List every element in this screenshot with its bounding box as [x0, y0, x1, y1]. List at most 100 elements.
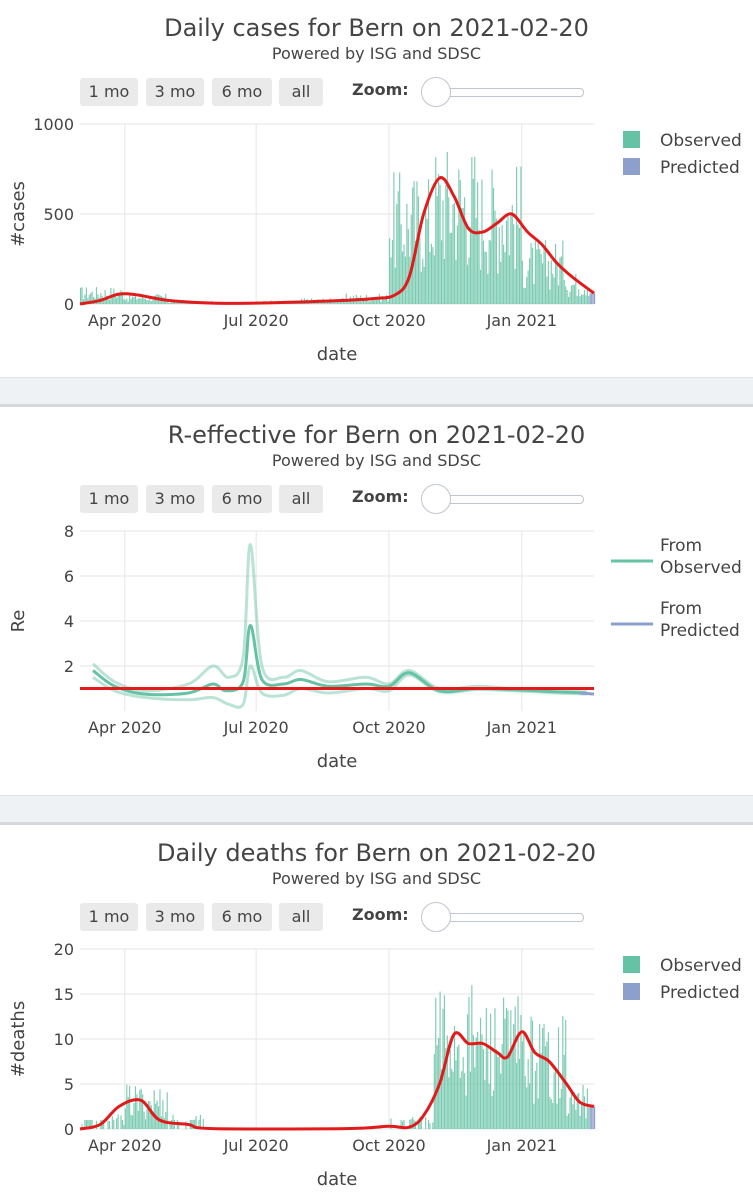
observed-bar — [440, 992, 441, 1129]
range-6mo-button[interactable]: 6 mo — [212, 485, 272, 513]
observed-bar — [395, 268, 396, 304]
legend-swatch — [623, 983, 640, 1000]
zoom-slider-track[interactable] — [440, 913, 584, 922]
observed-bar — [562, 241, 563, 304]
observed-bar — [451, 1069, 452, 1129]
observed-bar — [429, 252, 430, 304]
observed-bar — [512, 205, 513, 304]
observed-bar — [467, 1014, 468, 1129]
range-3mo-button[interactable]: 3 mo — [146, 78, 204, 106]
range-6mo-button[interactable]: 6 mo — [212, 78, 272, 106]
observed-bar — [113, 1120, 114, 1129]
panel-separator — [0, 795, 753, 825]
observed-bar — [478, 1044, 479, 1129]
observed-bar — [109, 300, 110, 304]
observed-bar — [564, 1055, 565, 1129]
observed-bar — [532, 1020, 533, 1129]
observed-bar — [133, 297, 134, 304]
chart-title: Daily cases for Bern on 2021-02-20 — [0, 14, 753, 42]
observed-bar — [493, 188, 494, 304]
observed-bar — [530, 1017, 531, 1129]
chart-subtitle: Powered by ISG and SDSC — [0, 869, 753, 888]
observed-bar — [507, 1010, 508, 1129]
observed-bar — [154, 1090, 155, 1129]
observed-bar — [112, 1116, 113, 1129]
observed-bar — [503, 245, 504, 304]
observed-bar — [526, 1087, 527, 1129]
observed-bar — [510, 214, 511, 304]
observed-bar — [164, 1118, 165, 1129]
observed-bar — [513, 224, 514, 304]
observed-bar — [450, 1050, 451, 1129]
observed-bar — [470, 1072, 471, 1129]
observed-bar — [448, 1077, 449, 1129]
legend-label: From — [660, 536, 702, 556]
observed-bar — [468, 997, 469, 1129]
zoom-slider-track[interactable] — [440, 88, 584, 97]
observed-bar — [125, 300, 126, 304]
observed-bar — [152, 300, 153, 304]
observed-bar — [451, 233, 452, 304]
legend-swatch — [623, 956, 640, 973]
observed-bar — [561, 256, 562, 304]
observed-bar — [132, 1115, 133, 1129]
range-1mo-button[interactable]: 1 mo — [80, 485, 138, 513]
observed-bar — [515, 1007, 516, 1129]
observed-bar — [184, 303, 185, 304]
observed-bar — [504, 1019, 505, 1129]
observed-bar — [552, 274, 553, 304]
y-tick-label: 500 — [43, 205, 74, 224]
range-3mo-button[interactable]: 3 mo — [146, 903, 204, 931]
observed-bar — [525, 1076, 526, 1129]
range-1mo-button[interactable]: 1 mo — [80, 78, 138, 106]
observed-bar — [480, 1018, 481, 1129]
range-all-button[interactable]: all — [279, 485, 323, 513]
x-axis-label: date — [317, 751, 358, 772]
observed-bar — [474, 157, 475, 304]
y-tick-label: 15 — [54, 985, 74, 1004]
observed-bar — [541, 254, 542, 304]
observed-bar — [107, 1121, 108, 1129]
observed-bar — [460, 180, 461, 304]
observed-bar — [118, 1114, 119, 1129]
observed-bar — [558, 1027, 559, 1129]
observed-bar — [533, 284, 534, 304]
range-6mo-button[interactable]: 6 mo — [212, 903, 272, 931]
x-tick-label: Oct 2020 — [352, 1136, 425, 1155]
observed-bar — [398, 191, 399, 304]
observed-bar — [551, 260, 552, 304]
observed-bar — [129, 1086, 130, 1129]
observed-bar — [575, 1110, 576, 1129]
range-1mo-button[interactable]: 1 mo — [80, 903, 138, 931]
observed-bar — [506, 221, 507, 304]
observed-bar — [581, 295, 582, 304]
observed-bar — [548, 1032, 549, 1129]
range-all-button[interactable]: all — [279, 903, 323, 931]
observed-bar — [580, 1116, 581, 1129]
observed-bar — [377, 299, 378, 304]
zoom-slider-track[interactable] — [440, 495, 584, 504]
zoom-slider-handle[interactable] — [421, 484, 451, 514]
observed-bar — [380, 302, 381, 304]
observed-bar — [120, 290, 121, 304]
observed-bar — [444, 259, 445, 304]
observed-bar — [105, 290, 106, 304]
observed-bar — [549, 1097, 550, 1129]
range-all-button[interactable]: all — [279, 78, 323, 106]
observed-bar — [542, 263, 543, 304]
zoom-slider-handle[interactable] — [421, 77, 451, 107]
observed-bar — [460, 1078, 461, 1129]
observed-bar — [422, 259, 423, 304]
observed-bar — [411, 215, 412, 304]
observed-bar — [582, 1085, 583, 1129]
observed-bar — [434, 255, 435, 304]
predicted-bar — [590, 1107, 591, 1130]
y-tick-label: 10 — [54, 1030, 74, 1049]
range-3mo-button[interactable]: 3 mo — [146, 485, 204, 513]
observed-bar — [493, 1091, 494, 1129]
observed-bar — [373, 300, 374, 304]
observed-bar — [141, 1089, 142, 1129]
zoom-slider-handle[interactable] — [421, 902, 451, 932]
chart-title: R-effective for Bern on 2021-02-20 — [0, 421, 753, 449]
observed-bar — [556, 262, 557, 304]
